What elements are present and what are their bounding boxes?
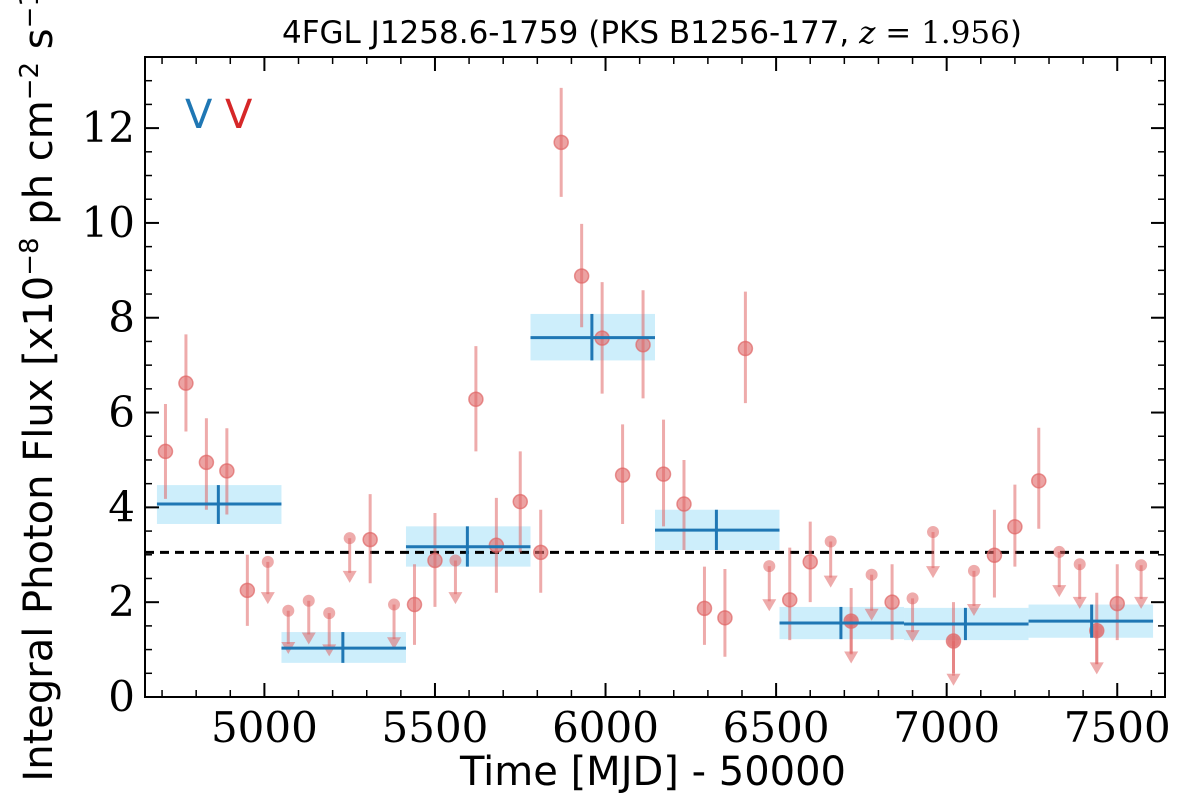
- data-point-11: [532, 544, 549, 561]
- data-point-17: [655, 466, 672, 482]
- y-label-mid: ph cm: [16, 100, 62, 237]
- y-label-exp1: −8: [15, 237, 45, 275]
- upper-limit-point-12: [967, 564, 980, 577]
- data-point-0: [157, 443, 174, 460]
- y-axis-label: Integral Photon Flux [x10−8 ph cm−2 s−1]: [15, 0, 62, 782]
- upper-limit-arrow-9: [864, 608, 879, 621]
- upper-limit-point-16: [947, 635, 960, 648]
- data-point-12: [553, 134, 569, 151]
- upper-limit-arrow-12: [966, 604, 981, 617]
- data-point-2: [198, 454, 215, 471]
- chart-title: 4FGL J1258.6-1759 (PKS B1256-177, z = 1.…: [282, 15, 1022, 51]
- upper-limit-point-13: [1053, 545, 1066, 558]
- upper-limit-point-0: [261, 555, 274, 568]
- data-point-19: [696, 600, 713, 617]
- upper-limit-point-15: [1135, 559, 1148, 572]
- y-tick-label-1: 2: [108, 577, 135, 626]
- upper-limit-arrow-15: [1134, 596, 1149, 609]
- title-redshift-value: = 1.956: [875, 15, 1009, 51]
- data-point-10: [512, 493, 529, 510]
- title-redshift-symbol: z: [858, 15, 876, 51]
- data-point-16: [635, 337, 651, 353]
- title-suffix: ): [1010, 15, 1022, 51]
- upper-limit-arrow-6: [448, 592, 463, 605]
- upper-limit-point-7: [763, 560, 776, 573]
- y-label-pre: Integral Photon Flux [x10: [16, 276, 62, 782]
- upper-limit-arrow-18: [1089, 662, 1104, 675]
- upper-limit-point-8: [824, 535, 837, 548]
- y-tick-label-0: 0: [108, 672, 135, 721]
- upper-limit-arrow-17: [844, 651, 859, 664]
- y-label-exp2: −2: [15, 62, 45, 100]
- upper-limit-point-9: [865, 568, 878, 581]
- data-point-18: [676, 496, 692, 512]
- x-tick-label-0: 5000: [211, 703, 318, 752]
- data-point-6: [406, 596, 423, 613]
- upper-limit-point-11: [927, 526, 940, 539]
- upper-limit-point-6: [449, 554, 462, 567]
- data-point-20: [717, 610, 733, 626]
- data-point-29: [1031, 473, 1047, 489]
- data-point-15: [614, 467, 631, 483]
- y-tick-label-5: 10: [82, 198, 135, 247]
- upper-limit-arrow-4: [342, 570, 357, 583]
- upper-limit-arrow-16: [946, 673, 961, 686]
- upper-limit-arrow-5: [387, 637, 402, 650]
- upper-limit-arrow-0: [260, 592, 275, 605]
- data-point-21: [737, 340, 754, 357]
- upper-limit-arrow-13: [1052, 585, 1067, 598]
- y-label-mid2: s: [16, 28, 62, 62]
- plot-frame: [144, 56, 1166, 698]
- upper-limit-point-3: [323, 607, 336, 620]
- y-label-exp3: −1: [15, 0, 45, 28]
- x-tick-label-4: 7000: [893, 703, 1000, 752]
- data-point-27: [986, 547, 1003, 564]
- upper-limit-point-17: [845, 615, 858, 628]
- x-tick-label-3: 6500: [723, 703, 830, 752]
- y-tick-label-4: 8: [108, 293, 135, 342]
- data-point-25: [884, 594, 900, 610]
- x-axis-label: Time [MJD] - 50000: [459, 749, 846, 795]
- data-point-3: [219, 463, 235, 479]
- x-tick-label-1: 5500: [382, 703, 489, 752]
- upper-limit-point-4: [343, 532, 356, 545]
- upper-limit-point-1: [282, 604, 295, 617]
- legend-mark-points: V: [225, 92, 253, 138]
- x-tick-label-2: 6000: [552, 703, 659, 752]
- data-point-5: [362, 531, 378, 548]
- data-point-23: [802, 554, 818, 570]
- x-tick-label-5: 7500: [1064, 703, 1171, 752]
- y-tick-label-6: 12: [82, 103, 135, 152]
- data-point-28: [1007, 519, 1023, 535]
- data-point-22: [781, 592, 798, 608]
- upper-limit-arrow-8: [823, 575, 838, 588]
- upper-limit-arrow-11: [926, 566, 941, 579]
- data-point-1: [178, 375, 194, 391]
- data-point-13: [573, 268, 590, 284]
- y-tick-label-2: 4: [108, 482, 135, 531]
- upper-limit-point-2: [302, 594, 315, 607]
- data-point-7: [427, 552, 443, 569]
- upper-limit-point-10: [906, 592, 919, 605]
- data-point-31: [1109, 595, 1125, 612]
- upper-limit-point-14: [1073, 558, 1086, 571]
- upper-limit-arrow-10: [905, 630, 920, 643]
- upper-limit-arrow-7: [762, 599, 777, 612]
- y-tick-label-3: 6: [108, 388, 135, 437]
- legend-mark-binned: V: [185, 92, 213, 138]
- upper-limit-point-18: [1090, 624, 1103, 637]
- upper-limit-point-5: [388, 598, 401, 611]
- data-point-4: [239, 582, 256, 599]
- upper-limit-arrow-2: [301, 632, 316, 645]
- title-prefix: 4FGL J1258.6-1759 (PKS B1256-177,: [282, 15, 859, 51]
- upper-limit-arrow-14: [1072, 596, 1087, 609]
- plot-area: 5000 5500 6000 6500 7000 7500 0 2 4 6 8 10 12: [82, 56, 1171, 752]
- data-point-8: [468, 391, 484, 408]
